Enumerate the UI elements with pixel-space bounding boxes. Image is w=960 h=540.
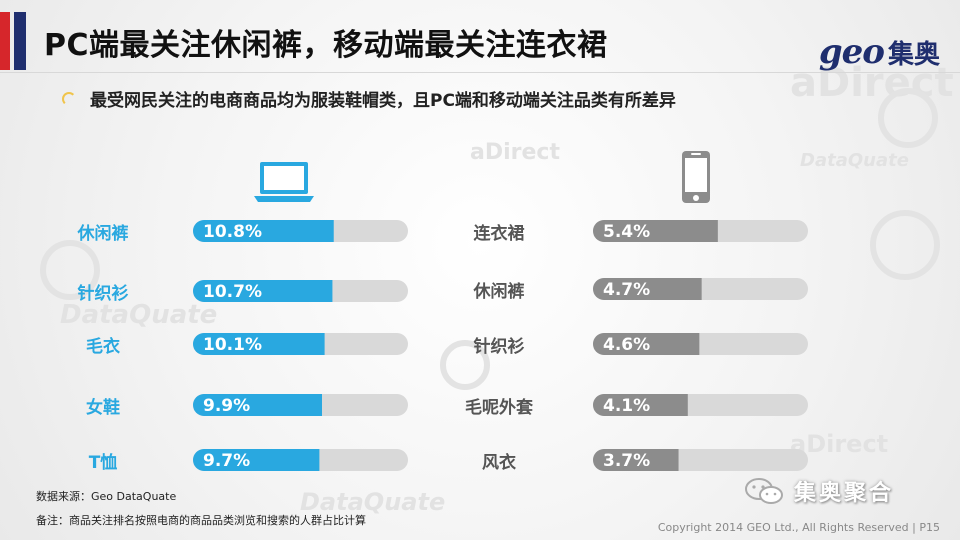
logo: geo 集奥 xyxy=(819,32,940,72)
bg-decor-text: aDirect xyxy=(470,140,560,165)
logo-brand: geo xyxy=(818,32,885,72)
phone-icon xyxy=(682,151,710,203)
bg-decor-text: DataQuate xyxy=(300,488,446,516)
title-bar: PC端最关注休闲裤，移动端最关注连衣裙 geo 集奥 xyxy=(0,12,960,72)
subtitle-text: 最受网民关注的电商商品均为服装鞋帽类，且PC端和移动端关注品类有所差异 xyxy=(90,91,676,111)
category-label: 风衣 xyxy=(482,453,516,473)
category-label: 毛衣 xyxy=(86,337,120,357)
bg-decor-text: aDirect xyxy=(790,430,889,458)
data-label: 4.7% xyxy=(603,280,650,300)
data-label: 9.7% xyxy=(203,451,250,471)
bullet-icon xyxy=(62,91,76,106)
category-label: 毛呢外套 xyxy=(465,398,533,418)
bar xyxy=(593,333,700,355)
data-label: 10.7% xyxy=(203,282,262,302)
logo-cn: 集奥 xyxy=(887,40,940,70)
data-label: 10.1% xyxy=(203,335,262,355)
category-label: 针织衫 xyxy=(473,337,525,357)
title-accent-red xyxy=(0,12,10,70)
data-label: 9.9% xyxy=(203,396,250,416)
bg-decor-circle xyxy=(878,88,938,148)
page-title: PC端最关注休闲裤，移动端最关注连衣裙 xyxy=(44,28,608,63)
bar xyxy=(593,449,679,471)
source-note: 数据来源：Geo DataQuate xyxy=(36,490,177,503)
wechat-icon xyxy=(745,478,783,504)
bar xyxy=(193,220,334,242)
copyright: Copyright 2014 GEO Ltd., All Rights Rese… xyxy=(657,521,940,534)
bar xyxy=(193,394,322,416)
bg-decor-text: DataQuate xyxy=(800,150,909,171)
bar xyxy=(593,394,688,416)
bg-decor-circle xyxy=(440,340,490,390)
data-label: 3.7% xyxy=(603,451,650,471)
bg-decor-text: DataQuate xyxy=(60,300,218,330)
category-label: 针织衫 xyxy=(77,284,129,304)
data-label: 4.6% xyxy=(603,335,650,355)
category-label: 女鞋 xyxy=(86,398,120,418)
data-label: 4.1% xyxy=(603,396,650,416)
category-label: T恤 xyxy=(88,453,118,473)
bg-decor-circle xyxy=(870,210,940,280)
bar xyxy=(593,220,718,242)
bar xyxy=(193,449,320,471)
wechat-watermark: 集奥聚合 xyxy=(744,475,894,507)
bar xyxy=(193,333,325,355)
laptop-icon xyxy=(254,162,314,202)
title-accent-navy xyxy=(14,12,26,70)
watermark-text: 集奥聚合 xyxy=(794,481,895,506)
remark-note: 备注：商品关注排名按照电商的商品品类浏览和搜索的人群占比计算 xyxy=(36,514,366,527)
category-label: 连衣裙 xyxy=(473,224,525,244)
data-label: 5.4% xyxy=(603,222,650,242)
bar xyxy=(193,280,333,302)
category-label: 休闲裤 xyxy=(473,282,525,302)
category-label: 休闲裤 xyxy=(77,224,129,244)
bg-decor-circle xyxy=(40,240,100,300)
subtitle: 最受网民关注的电商商品均为服装鞋帽类，且PC端和移动端关注品类有所差异 xyxy=(62,86,676,111)
title-divider xyxy=(0,72,960,73)
data-label: 10.8% xyxy=(203,222,262,242)
bar xyxy=(593,278,702,300)
